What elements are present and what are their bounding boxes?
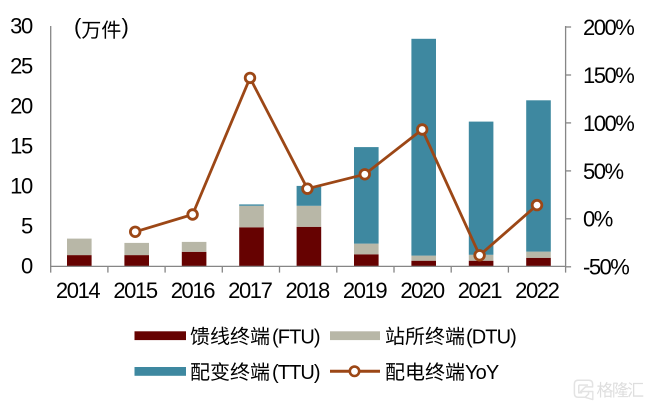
svg-text:25: 25 [10, 53, 33, 78]
svg-text:2017: 2017 [228, 278, 273, 303]
svg-text:-50%: -50% [583, 255, 629, 280]
svg-text:2022: 2022 [515, 278, 560, 303]
svg-text:): ) [122, 14, 129, 39]
svg-text:2019: 2019 [343, 278, 388, 303]
svg-text:5: 5 [21, 213, 33, 238]
svg-text:2020: 2020 [400, 278, 445, 303]
svg-text:(FTU): (FTU) [272, 327, 320, 349]
svg-text:2014: 2014 [56, 278, 101, 303]
svg-text:200%: 200% [583, 15, 634, 40]
svg-text:(: ( [74, 14, 82, 39]
svg-text:15: 15 [10, 133, 33, 158]
svg-text:0: 0 [21, 253, 33, 278]
svg-text:150%: 150% [583, 63, 634, 88]
svg-text:2021: 2021 [458, 278, 503, 303]
svg-text:10: 10 [10, 173, 33, 198]
svg-text:YoY: YoY [465, 362, 499, 384]
svg-text:(DTU): (DTU) [466, 327, 516, 349]
svg-text:20: 20 [10, 93, 33, 118]
svg-text:2018: 2018 [286, 278, 331, 303]
svg-text:(TTU): (TTU) [272, 362, 320, 384]
svg-text:100%: 100% [583, 111, 634, 136]
svg-text:30: 30 [10, 13, 33, 38]
svg-text:0%: 0% [583, 207, 613, 232]
svg-text:2015: 2015 [113, 278, 158, 303]
svg-text:2016: 2016 [171, 278, 216, 303]
svg-text:50%: 50% [583, 159, 623, 184]
